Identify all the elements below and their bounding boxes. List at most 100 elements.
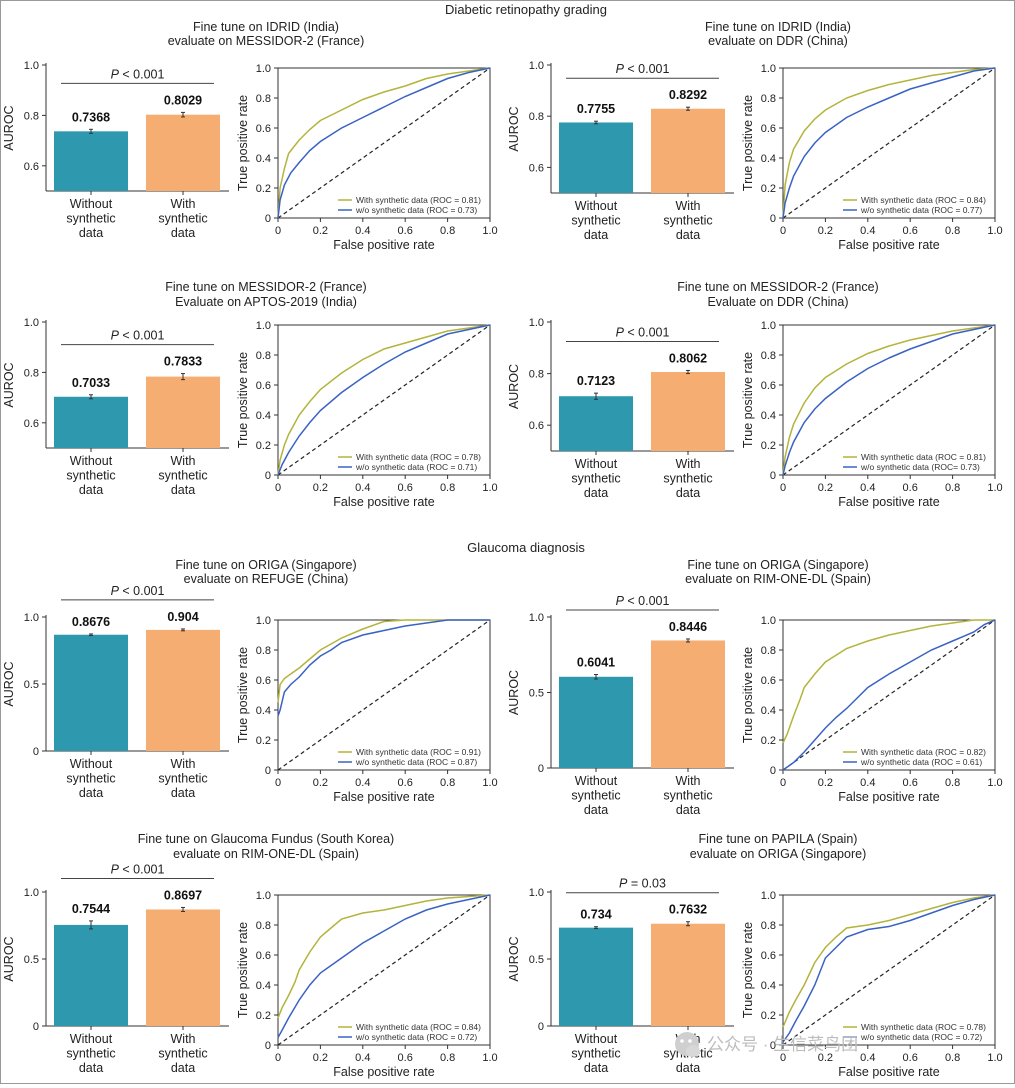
legend-entry: With synthetic data (ROC = 0.81)	[356, 195, 481, 205]
y-axis-label: AUROC	[2, 661, 16, 706]
roc-curve-without-synthetic	[277, 894, 491, 1038]
y-tick-label: 0.8	[761, 920, 776, 932]
y-axis-label: True positive rate	[236, 95, 250, 191]
x-tick-label: data	[676, 1061, 700, 1075]
legend-entry: w/o synthetic data (ROC = 0.72)	[355, 1032, 477, 1042]
x-tick-label: 1.0	[987, 225, 1002, 237]
y-tick-label: 0.6	[761, 380, 776, 392]
x-tick-label: 0	[780, 1052, 786, 1064]
x-tick-label: With	[171, 757, 196, 771]
x-tick-label: 0.8	[440, 225, 455, 237]
x-tick-label: synthetic	[66, 1047, 115, 1061]
x-tick-label: With	[676, 199, 701, 213]
x-tick-label: data	[171, 1061, 195, 1075]
p-value: < 0.001	[624, 594, 670, 608]
data-label: 0.7632	[669, 903, 707, 917]
y-axis-label: AUROC	[2, 936, 16, 981]
section-title-dr: Diabetic retinopathy grading	[445, 2, 607, 17]
diagonal-reference-line	[782, 67, 996, 219]
legend-entry: With synthetic data (ROC = 0.78)	[356, 452, 481, 462]
p-value: < 0.001	[119, 67, 165, 81]
data-label: 0.7755	[577, 102, 615, 116]
roc-curve-with-synthetic	[277, 324, 491, 476]
p-value: < 0.001	[119, 584, 165, 598]
x-tick-label: 0.2	[313, 482, 328, 494]
p-value-label: P < 0.001	[616, 62, 670, 76]
diagonal-reference-line	[277, 619, 491, 771]
x-tick-label: data	[584, 1061, 608, 1075]
x-tick-label: 0.4	[860, 225, 875, 237]
x-tick-label: synthetic	[663, 472, 712, 486]
x-tick-label: 0	[275, 482, 281, 494]
y-tick-label: 0.2	[761, 183, 776, 195]
panel-title-line: evaluate on REFUGE (China)	[184, 572, 349, 586]
y-axis-label: True positive rate	[741, 922, 755, 1018]
x-tick-label: 0.8	[440, 482, 455, 494]
bar-without-synthetic	[559, 396, 633, 451]
x-tick-label: data	[584, 803, 608, 817]
x-tick-label: Without	[70, 454, 113, 468]
y-axis-label: AUROC	[2, 105, 16, 150]
x-tick-label: 0.8	[440, 777, 455, 789]
data-label: 0.8029	[164, 93, 202, 107]
p-value-label: P < 0.001	[616, 325, 670, 339]
x-tick-label: synthetic	[158, 1047, 207, 1061]
y-tick-label: 0	[265, 1040, 271, 1052]
diagonal-reference-line	[782, 619, 996, 771]
y-tick-label: 0.8	[761, 93, 776, 105]
x-tick-label: data	[676, 486, 700, 500]
y-tick-label: 0.8	[256, 93, 271, 105]
y-tick-label: 0.4	[256, 980, 271, 992]
x-tick-label: 0.2	[818, 482, 833, 494]
y-axis-label: True positive rate	[741, 95, 755, 191]
x-tick-label: synthetic	[158, 212, 207, 226]
roc-curve-without-synthetic	[782, 619, 996, 771]
x-tick-label: 0.2	[818, 225, 833, 237]
p-symbol: P	[616, 594, 625, 608]
bar-chart-12: 00.51.0AUROC0.7544Withoutsyntheticdata0.…	[2, 862, 229, 1075]
y-tick-label: 1.0	[761, 320, 776, 332]
y-tick-label: 0.4	[761, 153, 776, 165]
x-tick-label: Without	[575, 1032, 618, 1046]
y-tick-label: 0.6	[256, 123, 271, 135]
roc-curve-with-synthetic	[782, 619, 995, 744]
x-tick-label: data	[584, 228, 608, 242]
legend-entry: w/o synthetic data (ROC = 0.71)	[355, 462, 477, 472]
y-tick-label: 1.0	[256, 890, 271, 902]
wechat-logo-icon	[675, 1032, 700, 1057]
x-axis-label: False positive rate	[838, 1065, 939, 1079]
x-tick-label: 0	[275, 1052, 281, 1064]
x-tick-label: data	[171, 226, 195, 240]
bar-with-synthetic	[146, 114, 220, 191]
y-axis-label: AUROC	[507, 106, 521, 151]
panel-title-line: evaluate on MESSIDOR-2 (France)	[168, 34, 365, 48]
y-tick-label: 1.0	[761, 890, 776, 902]
data-label: 0.8062	[669, 351, 707, 365]
data-label: 0.8676	[72, 615, 110, 629]
p-value-label: P < 0.001	[111, 862, 165, 876]
bar-with-synthetic	[651, 640, 725, 768]
x-tick-label: Without	[575, 199, 618, 213]
roc-chart-13: 00 0.2 0.2 0.4 0.4 0.6 0.6 0.8 0.8 1.0 1.0 False po…	[236, 890, 498, 1079]
x-tick-label: 0	[275, 777, 281, 789]
plot-frame	[277, 324, 491, 476]
x-tick-label: synthetic	[663, 214, 712, 228]
y-tick-label: 0.8	[24, 367, 39, 379]
y-tick-label: 0.6	[24, 161, 39, 173]
legend-entry: With synthetic data (ROC = 0.91)	[356, 747, 481, 757]
data-label: 0.7544	[72, 902, 110, 916]
x-tick-label: data	[676, 803, 700, 817]
panel-title-line: Fine tune on PAPILA (Spain)	[699, 832, 858, 846]
p-value: = 0.03	[627, 877, 666, 891]
y-tick-label: 0.5	[529, 954, 544, 966]
p-value-label: P < 0.001	[111, 329, 165, 343]
bar-chart-14: 00.51.0AUROC0.734Withoutsyntheticdata0.7…	[507, 877, 734, 1075]
legend-entry: With synthetic data (ROC = 0.81)	[861, 452, 986, 462]
x-tick-label: 0.6	[398, 482, 413, 494]
diagonal-reference-line	[782, 324, 996, 476]
x-axis-label: False positive rate	[333, 790, 434, 804]
y-tick-label: 0.6	[529, 162, 544, 174]
